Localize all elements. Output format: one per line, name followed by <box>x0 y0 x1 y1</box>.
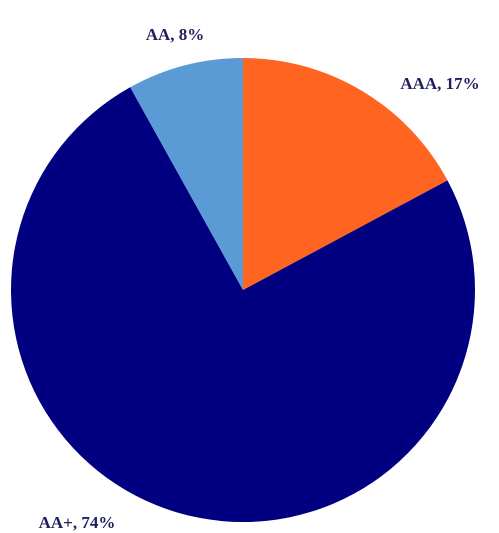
slice-label-aaa: AAA, 17% <box>400 74 479 93</box>
slice-label-aa-plus: AA+, 74% <box>39 513 116 532</box>
pie-labels: AAA, 17% AA+, 74% AA, 8% <box>39 25 480 532</box>
slice-label-aa: AA, 8% <box>146 25 205 44</box>
pie-slice-aa-plus <box>11 87 476 522</box>
pie-slice-aaa <box>243 58 448 290</box>
pie-slice-aa <box>130 58 243 290</box>
pie-slices <box>11 58 476 522</box>
